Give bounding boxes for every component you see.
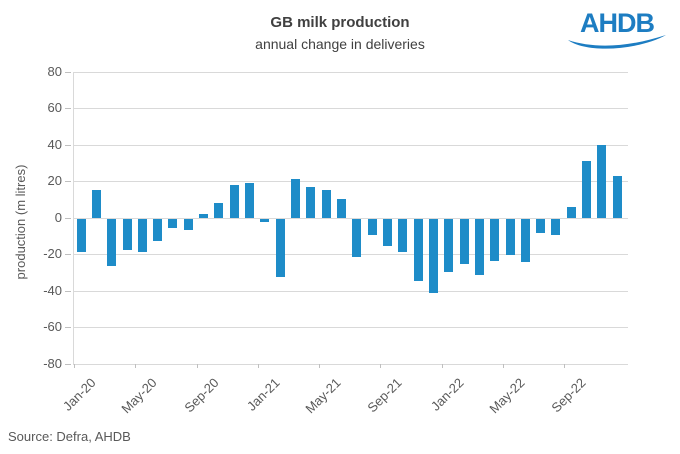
gridline--40 (73, 290, 628, 292)
gridline-40 (73, 144, 628, 146)
x-tick-Sep-22 (564, 363, 566, 368)
bar-Jan-21 (260, 218, 270, 223)
bar-Apr-22 (490, 218, 500, 261)
x-tick-label-May-20: May-20 (118, 375, 160, 417)
bar-Feb-20 (91, 190, 101, 218)
bar-Dec-20 (245, 183, 254, 218)
gridline-80 (73, 71, 628, 73)
bar-Nov-21 (413, 218, 423, 281)
gridline--20 (73, 254, 628, 256)
x-tick-May-20 (135, 363, 137, 368)
chart-subtitle: annual change in deliveries (255, 36, 425, 52)
x-tick-Sep-20 (196, 363, 198, 368)
x-tick-May-22 (503, 363, 504, 368)
x-tick-label-Jan-22: Jan-22 (427, 375, 467, 414)
x-tick-Jan-22 (441, 363, 443, 368)
bar-Oct-21 (398, 218, 408, 252)
gridline--60 (73, 327, 628, 329)
bar-Jul-20 (168, 218, 178, 228)
bar-Feb-22 (459, 218, 469, 265)
bar-Sep-21 (382, 218, 392, 247)
y-tick-label-0: 0 (54, 209, 62, 225)
bar-Sep-22 (566, 206, 576, 218)
bar-Jun-22 (520, 218, 530, 263)
y-tick-label-20: 20 (47, 173, 62, 189)
bar-Sep-20 (199, 214, 209, 218)
x-tick-label-Jan-20: Jan-20 (59, 375, 99, 414)
bar-Jul-21 (352, 218, 362, 257)
bar-Jun-20 (153, 218, 163, 241)
bar-Oct-20 (214, 203, 224, 218)
bar-Oct-22 (582, 161, 592, 218)
bar-Nov-20 (229, 184, 239, 218)
bar-Aug-21 (367, 218, 377, 236)
bar-Jun-21 (336, 199, 346, 218)
ahdb-logo: AHDB (567, 9, 667, 50)
y-tick-80 (65, 71, 71, 73)
bar-Jan-22 (444, 218, 454, 272)
y-tick-label--60: -60 (43, 319, 62, 335)
bar-Mar-22 (474, 218, 484, 276)
y-tick--80 (65, 363, 71, 365)
x-tick-label-May-21: May-21 (302, 375, 344, 417)
gridline--80 (73, 363, 628, 365)
gridline-0 (73, 217, 628, 219)
x-tick-label-Jan-21: Jan-21 (243, 375, 283, 414)
bar-May-21 (321, 190, 331, 218)
gridline-20 (73, 181, 628, 183)
y-tick-label--20: -20 (43, 246, 62, 262)
x-tick-Sep-21 (380, 363, 382, 368)
bar-Jan-20 (76, 218, 86, 252)
bar-Dec-21 (428, 218, 438, 294)
bar-Jul-22 (536, 218, 546, 234)
bar-Aug-20 (183, 218, 193, 230)
y-tick-label-80: 80 (47, 63, 62, 79)
y-tick-0 (65, 217, 71, 219)
gridline-60 (73, 108, 628, 110)
ahdb-logo-swoosh-icon (568, 35, 666, 49)
y-tick-60 (65, 108, 71, 110)
x-tick-label-Sep-22: Sep-22 (548, 375, 589, 416)
bar-Mar-20 (107, 218, 117, 267)
y-axis-line (73, 71, 74, 364)
source-note: Source: Defra, AHDB (8, 429, 131, 444)
bar-Dec-22 (612, 175, 622, 218)
x-tick-Jan-20 (74, 363, 75, 368)
bar-Apr-21 (306, 186, 316, 218)
y-tick--40 (65, 290, 71, 292)
chart-title: GB milk production (270, 14, 410, 31)
y-tick-40 (65, 144, 71, 146)
bar-Nov-22 (597, 144, 607, 218)
y-tick-label--80: -80 (43, 355, 62, 371)
bar-Apr-20 (122, 218, 132, 250)
y-tick-20 (65, 181, 71, 183)
bar-May-20 (137, 218, 147, 252)
y-tick-label-40: 40 (47, 136, 62, 152)
x-tick-label-May-22: May-22 (486, 375, 528, 417)
bar-May-22 (505, 218, 515, 256)
y-tick-label-60: 60 (47, 100, 62, 116)
y-tick-label--40: -40 (43, 282, 62, 298)
x-tick-label-Sep-21: Sep-21 (364, 375, 405, 416)
x-tick-label-Sep-20: Sep-20 (180, 375, 222, 416)
y-tick--20 (65, 254, 71, 256)
y-tick--60 (65, 327, 71, 329)
bar-Feb-21 (275, 218, 285, 278)
ahdb-logo-text: AHDB (580, 8, 655, 38)
x-tick-Jan-21 (257, 363, 259, 368)
bar-Aug-22 (551, 218, 561, 236)
bar-Mar-21 (291, 179, 300, 218)
x-tick-May-21 (319, 363, 321, 368)
